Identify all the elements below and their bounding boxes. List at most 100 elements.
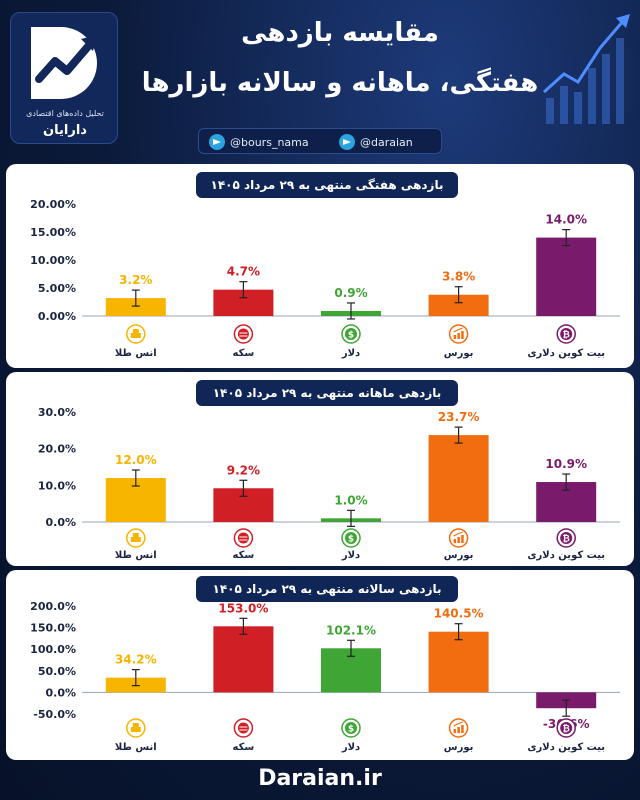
weekly-panel: 20.00% 15.00% 10.00% 5.00% 0.00% 3.2% انس طلا 4… — [6, 164, 634, 368]
category-label-gold-ounce: انس طلا — [115, 550, 157, 561]
weekly-chart: 20.00% 15.00% 10.00% 5.00% 0.00% 3.2% انس طلا 4… — [30, 198, 620, 359]
logo-tagline: تحلیل داده‌های اقتصادی — [26, 109, 104, 118]
y-tick-label: 200.0% — [30, 600, 76, 613]
category-label-dollar: دلار — [341, 550, 360, 561]
dollar-icon: $ — [341, 528, 361, 548]
error-bar-bourse — [454, 623, 463, 641]
gold-bar-icon — [126, 324, 146, 344]
telegram-icon — [209, 134, 225, 150]
error-bar-dollar — [347, 639, 355, 657]
y-tick-label: 0.00% — [38, 310, 76, 323]
category-label-gold-ounce: انس طلا — [115, 742, 157, 753]
category-label-coin: سکه — [233, 348, 255, 359]
social-bours-nama[interactable]: @bours_nama — [209, 133, 309, 151]
chart-icon — [448, 718, 469, 738]
error-bar-bitcoin — [562, 228, 571, 247]
category-label-bourse: بورس — [444, 348, 474, 359]
bar-bourse — [428, 435, 489, 522]
category-label-dollar: دلار — [341, 742, 360, 753]
y-tick-label: 10.00% — [30, 254, 76, 267]
bitcoin-icon: ₿ — [556, 718, 576, 738]
chart-icon — [448, 324, 469, 344]
category-label-bitcoin: بیت کوین دلاری — [527, 742, 605, 753]
footer-site[interactable]: Daraian.ir — [258, 766, 382, 791]
gold-bar-icon — [126, 528, 146, 548]
social-bar: @bours_nama @daraian — [198, 128, 442, 154]
monthly-chart: 30.0% 20.0% 10.0% 0.0% 12.0% انس طلا 9.2% سکه 1.… — [38, 406, 620, 561]
y-tick-label: 50.0% — [38, 665, 76, 678]
svg-text:₿: ₿ — [563, 724, 570, 735]
logo-name: دارایان — [43, 123, 87, 138]
coin-stack-icon — [233, 324, 254, 344]
dollar-icon: $ — [341, 324, 361, 344]
error-bar-coin — [239, 479, 248, 497]
y-tick-label: 5.00% — [38, 282, 76, 295]
monthly-panel: 30.0% 20.0% 10.0% 0.0% 12.0% انس طلا 9.2% سکه 1.… — [6, 372, 634, 566]
y-tick-label: -50.0% — [33, 708, 76, 721]
value-label-bourse: 140.5% — [434, 607, 484, 621]
bitcoin-icon: ₿ — [556, 528, 576, 548]
svg-text:₿: ₿ — [563, 330, 570, 341]
value-label-gold-ounce: 3.2% — [119, 273, 152, 287]
error-bar-bourse — [454, 426, 463, 444]
dollar-icon: $ — [341, 718, 361, 738]
category-label-gold-ounce: انس طلا — [115, 348, 157, 359]
error-bar-gold-ounce — [131, 669, 140, 687]
value-label-bourse: 23.7% — [438, 410, 480, 424]
social-handle: @bours_nama — [230, 135, 309, 149]
y-tick-label: 20.0% — [38, 443, 76, 456]
monthly-title: بازدهی ماهانه منتهی به ۲۹ مرداد ۱۴۰۵ — [196, 380, 458, 406]
y-tick-label: 10.0% — [38, 479, 76, 492]
social-daraian[interactable]: @daraian — [339, 133, 413, 151]
error-bar-gold-ounce — [131, 469, 140, 487]
social-handle: @daraian — [360, 135, 413, 149]
logo: تحلیل داده‌های اقتصادی دارایان — [10, 12, 118, 144]
error-bar-bourse — [454, 286, 463, 304]
y-tick-label: 0.0% — [45, 516, 76, 529]
weekly-title: بازدهی هفتگی منتهی به ۲۹ مرداد ۱۴۰۵ — [196, 172, 458, 198]
category-label-bourse: بورس — [444, 550, 474, 561]
value-label-gold-ounce: 34.2% — [115, 653, 157, 667]
value-label-dollar: 0.9% — [334, 286, 367, 300]
value-label-coin: 153.0% — [218, 601, 268, 615]
value-label-dollar: 102.1% — [326, 623, 376, 637]
gold-bar-icon — [126, 718, 146, 738]
y-tick-label: 20.00% — [30, 198, 76, 211]
error-bar-bitcoin — [562, 699, 571, 717]
error-bar-gold-ounce — [131, 289, 140, 307]
bar-coin — [213, 626, 274, 693]
value-label-bitcoin: 14.0% — [545, 213, 587, 227]
y-tick-label: 100.0% — [30, 643, 76, 656]
svg-text:$: $ — [348, 725, 354, 735]
logo-mark-icon — [31, 27, 97, 99]
value-label-bitcoin: 10.9% — [545, 457, 587, 471]
bitcoin-icon: ₿ — [556, 324, 576, 344]
coin-stack-icon — [233, 528, 254, 548]
svg-text:$: $ — [348, 535, 354, 545]
category-label-bitcoin: بیت کوین دلاری — [527, 348, 605, 359]
page-title: مقایسه بازدهی — [241, 18, 439, 48]
category-label-coin: سکه — [233, 550, 255, 561]
value-label-bourse: 3.8% — [442, 270, 475, 284]
y-tick-label: 30.0% — [38, 406, 76, 419]
bar-bourse — [428, 294, 489, 316]
error-bar-coin — [239, 617, 248, 635]
bar-gold-ounce — [105, 298, 166, 316]
error-bar-dollar — [347, 509, 355, 527]
yearly-panel: 200.0% 150.0% 100.0% 50.0% 0.0% -50.0% 34.2% ان… — [6, 570, 634, 760]
yearly-title: بازدهی سالانه منتهی به ۲۹ مرداد ۱۴۰۵ — [196, 576, 458, 602]
chart-icon — [448, 528, 469, 548]
value-label-coin: 4.7% — [227, 265, 260, 279]
y-tick-label: 150.0% — [30, 622, 76, 635]
svg-text:₿: ₿ — [563, 534, 570, 545]
value-label-gold-ounce: 12.0% — [115, 453, 157, 467]
bar-bitcoin — [536, 237, 597, 316]
error-bar-bitcoin — [562, 473, 571, 491]
coin-stack-icon — [233, 718, 254, 738]
y-tick-label: 15.00% — [30, 226, 76, 239]
y-tick-label: 0.0% — [45, 686, 76, 699]
svg-text:$: $ — [348, 331, 354, 341]
error-bar-dollar — [347, 302, 355, 320]
bar-bourse — [428, 631, 489, 693]
category-label-bitcoin: بیت کوین دلاری — [527, 550, 605, 561]
